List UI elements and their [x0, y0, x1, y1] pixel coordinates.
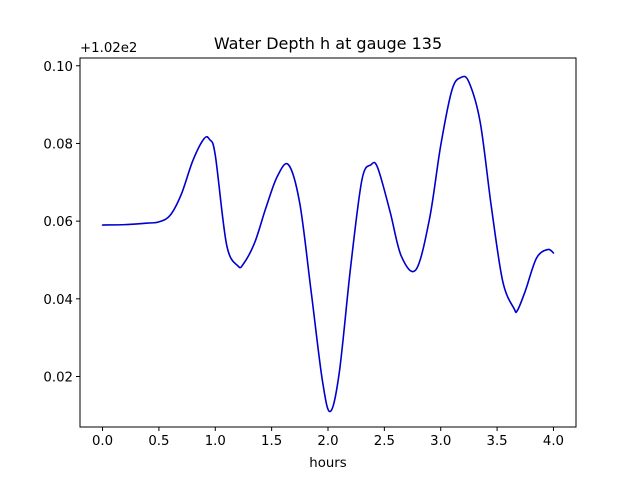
plot-area [101, 75, 555, 413]
y-tick-label: 0.06 [43, 215, 73, 230]
x-tick-label: 2.5 [374, 434, 395, 449]
x-tick-label: 1.0 [205, 434, 226, 449]
x-tick-label: 3.5 [487, 434, 508, 449]
x-axis: 0.0 0.5 1.0 1.5 2.0 2.5 3.0 3.5 4.0 [92, 427, 564, 449]
series-line-0 [101, 75, 555, 413]
x-tick-label: 3.0 [430, 434, 451, 449]
x-axis-label: hours [309, 456, 346, 471]
y-tick-label: 0.04 [43, 293, 73, 308]
x-tick-label: 0.0 [92, 434, 113, 449]
chart-title: Water Depth h at gauge 135 [214, 34, 442, 53]
x-tick-label: 2.0 [317, 434, 338, 449]
x-tick-label: 0.5 [148, 434, 169, 449]
y-tick-label: 0.08 [43, 137, 73, 152]
x-tick-label: 4.0 [543, 434, 564, 449]
y-tick-label: 0.02 [43, 371, 73, 386]
y-axis: 0.02 0.04 0.06 0.08 0.10 [43, 60, 80, 386]
y-tick-label: 0.10 [43, 60, 73, 75]
x-tick-label: 1.5 [261, 434, 282, 449]
y-offset-label: +1.02e2 [80, 41, 137, 56]
